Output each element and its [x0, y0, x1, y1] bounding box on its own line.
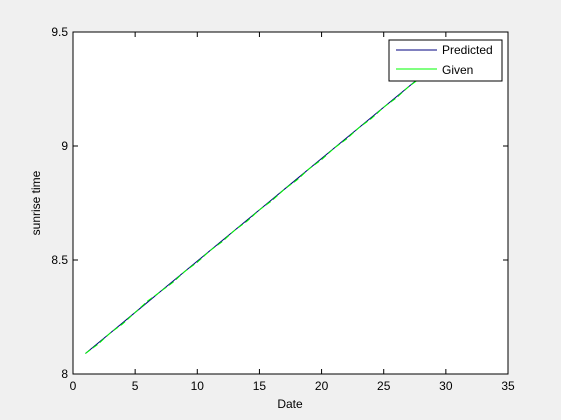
- series-layer: [85, 65, 434, 354]
- x-tick-label: 35: [501, 379, 515, 393]
- x-tick-label: 5: [132, 379, 139, 393]
- legend-label-given: Given: [442, 63, 473, 77]
- x-tick-label: 0: [70, 379, 77, 393]
- x-axis: 0 5 10 15 20 25 30 35: [70, 32, 515, 393]
- y-axis: 8 8.5 9 9.5: [51, 25, 508, 381]
- x-tick-label: 10: [191, 379, 205, 393]
- y-axis-label: sunrise time: [29, 170, 43, 235]
- x-tick-label: 15: [253, 379, 267, 393]
- y-tick-label: 9: [61, 139, 68, 153]
- y-tick-label: 9.5: [51, 25, 68, 39]
- x-axis-label: Date: [277, 397, 303, 411]
- plot-area: [72, 31, 509, 375]
- series-line-given: [85, 65, 434, 354]
- legend-box: [388, 39, 503, 82]
- x-tick-label: 25: [377, 379, 391, 393]
- legend: Predicted Given: [388, 39, 503, 82]
- legend-label-predicted: Predicted: [442, 43, 493, 57]
- x-tick-label: 30: [439, 379, 453, 393]
- y-tick-label: 8: [61, 367, 68, 381]
- x-tick-label: 20: [315, 379, 329, 393]
- y-tick-label: 8.5: [51, 253, 68, 267]
